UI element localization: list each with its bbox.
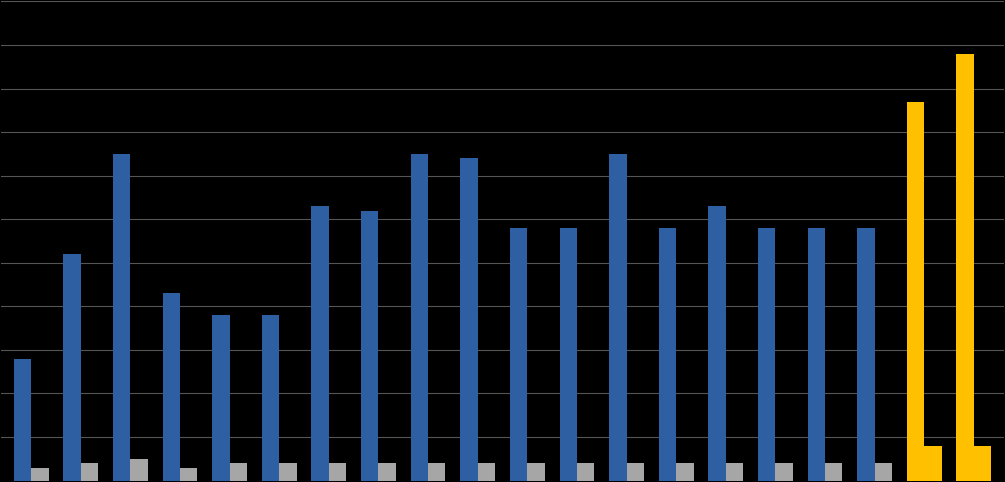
- Bar: [262, 315, 279, 481]
- Bar: [229, 463, 247, 481]
- Bar: [428, 463, 445, 481]
- Bar: [411, 154, 428, 481]
- Bar: [477, 463, 495, 481]
- Bar: [709, 206, 726, 481]
- Bar: [379, 463, 396, 481]
- Bar: [113, 154, 131, 481]
- Bar: [758, 228, 776, 481]
- Bar: [131, 459, 148, 481]
- Bar: [31, 468, 48, 481]
- Bar: [560, 228, 577, 481]
- Bar: [212, 315, 229, 481]
- Bar: [510, 228, 528, 481]
- Bar: [279, 463, 296, 481]
- Bar: [329, 463, 346, 481]
- Bar: [460, 158, 477, 481]
- Bar: [361, 211, 379, 481]
- Bar: [974, 446, 991, 481]
- Bar: [528, 463, 545, 481]
- Bar: [577, 463, 594, 481]
- Bar: [626, 463, 644, 481]
- Bar: [857, 228, 874, 481]
- Bar: [312, 206, 329, 481]
- Bar: [874, 463, 892, 481]
- Bar: [676, 463, 693, 481]
- Bar: [63, 254, 80, 481]
- Bar: [925, 446, 942, 481]
- Bar: [14, 359, 31, 481]
- Bar: [609, 154, 626, 481]
- Bar: [776, 463, 793, 481]
- Bar: [808, 228, 825, 481]
- Bar: [180, 468, 197, 481]
- Bar: [659, 228, 676, 481]
- Bar: [907, 102, 925, 481]
- Bar: [163, 293, 180, 481]
- Bar: [726, 463, 743, 481]
- Bar: [80, 463, 98, 481]
- Bar: [957, 54, 974, 481]
- Bar: [825, 463, 842, 481]
